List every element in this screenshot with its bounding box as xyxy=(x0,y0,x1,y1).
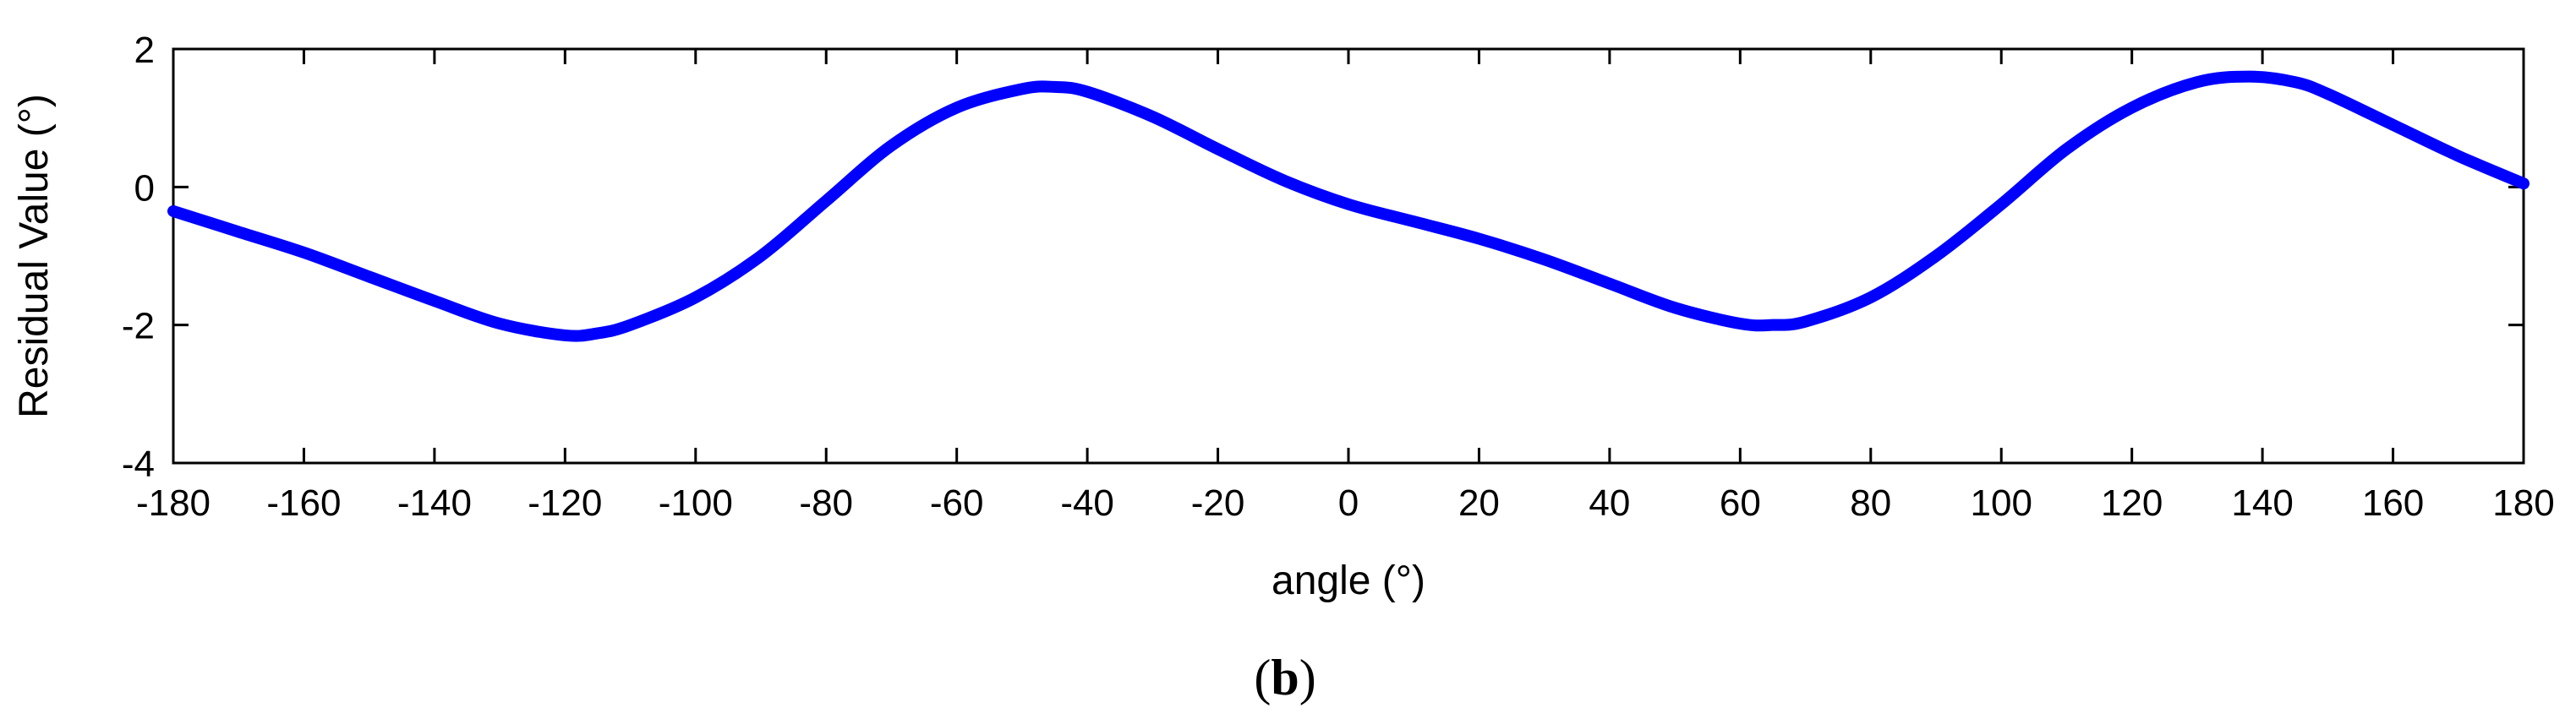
x-tick-label: 160 xyxy=(2362,482,2424,524)
x-tick-label: -140 xyxy=(397,482,472,524)
x-tick-label: 20 xyxy=(1458,482,1500,524)
x-tick-label: -160 xyxy=(266,482,341,524)
x-tick-label: 80 xyxy=(1850,482,1891,524)
x-tick-label: 0 xyxy=(1338,482,1359,524)
plot-area-border xyxy=(172,47,2525,465)
x-tick-label: -100 xyxy=(659,482,733,524)
x-tick-label: 120 xyxy=(2101,482,2163,524)
y-axis-label: Residual Value (°) xyxy=(12,94,57,418)
y-tick-label: -2 xyxy=(122,306,155,347)
x-tick-label: 140 xyxy=(2231,482,2293,524)
x-tick-label: -60 xyxy=(930,482,984,524)
series-line xyxy=(167,70,2530,342)
y-tick-label: -4 xyxy=(122,444,155,485)
plot-frame xyxy=(172,47,2525,465)
x-tick-label: 60 xyxy=(1720,482,1761,524)
y-tick-label: 2 xyxy=(134,30,155,71)
panel-label: (b) xyxy=(1254,650,1315,705)
x-tick-label: -80 xyxy=(799,482,853,524)
y-axis-tick-labels: -4 -2 0 2 xyxy=(122,30,155,485)
x-tick-label: 40 xyxy=(1589,482,1630,524)
x-tick-label: -20 xyxy=(1191,482,1245,524)
x-tick-label: -120 xyxy=(528,482,602,524)
y-axis-ticks xyxy=(173,47,2524,465)
x-axis-label: angle (°) xyxy=(1272,558,1425,603)
x-axis-ticks xyxy=(172,49,2525,463)
panel-label-letter: b xyxy=(1271,650,1299,705)
x-tick-label: -180 xyxy=(136,482,211,524)
x-tick-label: 100 xyxy=(1971,482,2032,524)
y-tick-label: 0 xyxy=(134,167,155,209)
x-tick-label: -40 xyxy=(1060,482,1114,524)
x-axis-tick-labels: -180 -160 -140 -120 -100 -80 -60 -40 -20 0 20 40 60 8… xyxy=(136,482,2555,524)
x-tick-label: 180 xyxy=(2492,482,2554,524)
